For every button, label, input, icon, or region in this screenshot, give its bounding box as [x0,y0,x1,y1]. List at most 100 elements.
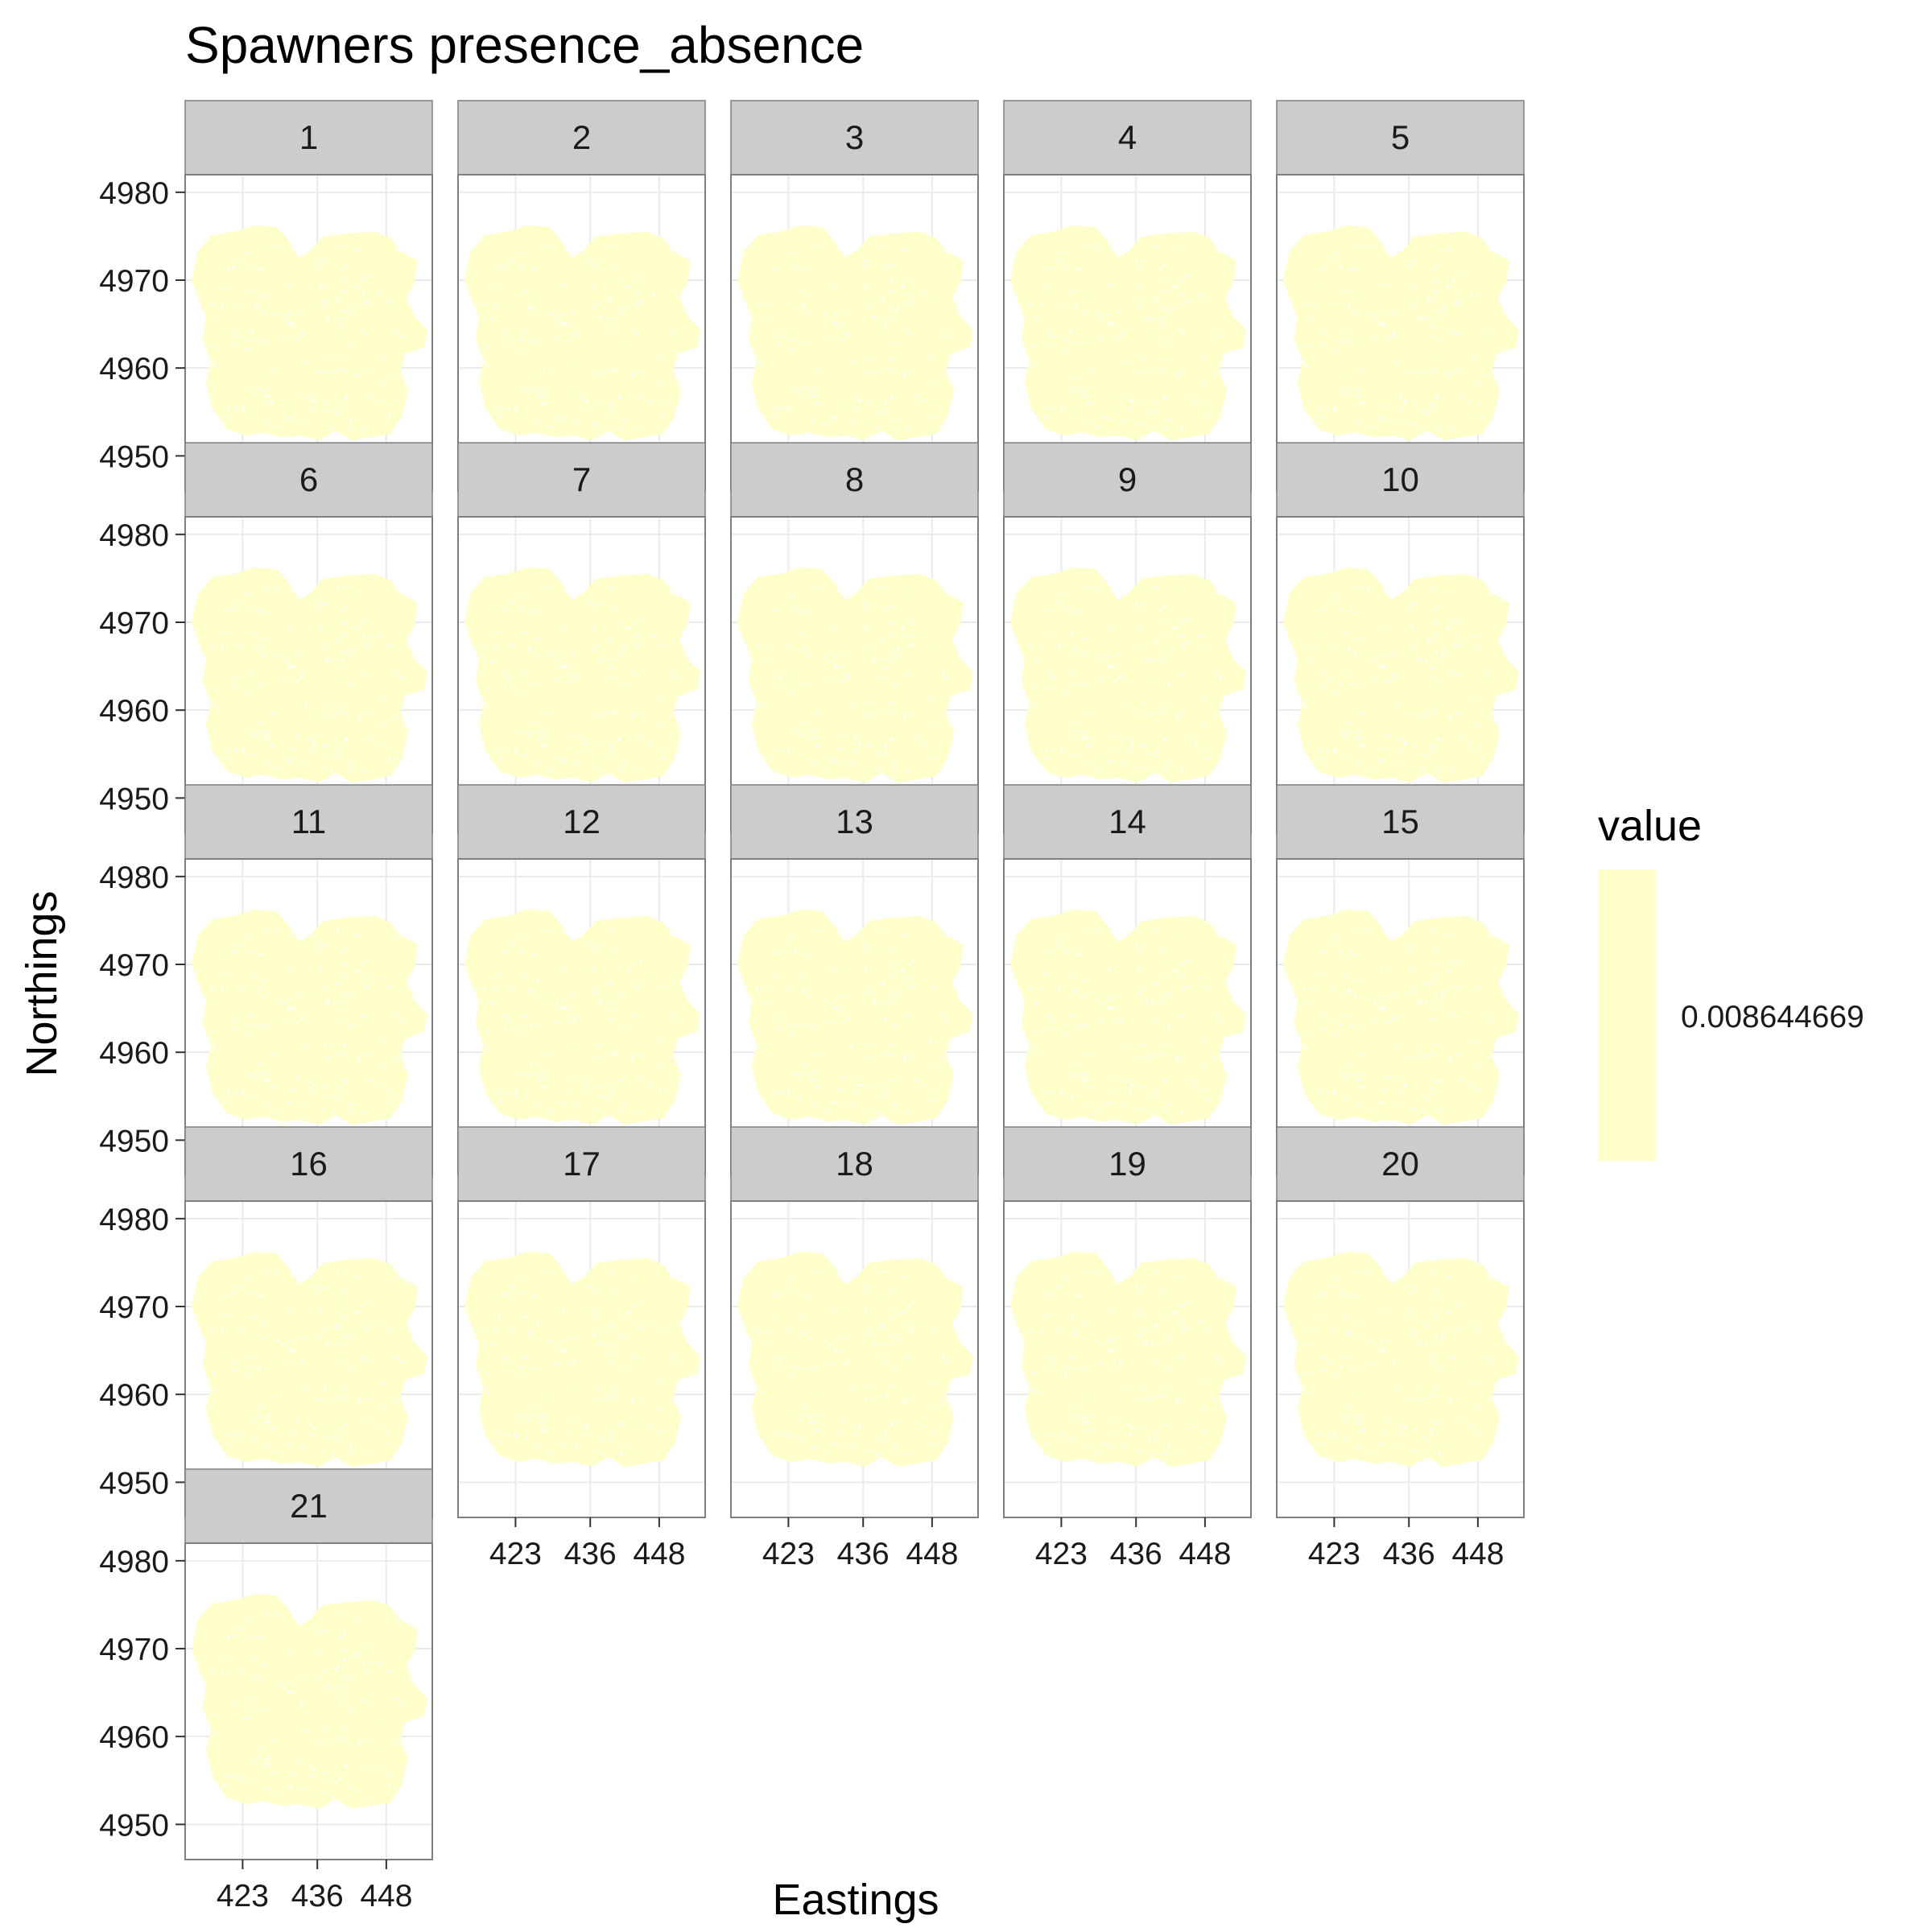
facet-panel: 1 4980 4970 4960 4950 [99,100,433,492]
y-tick-label: 4980 [99,861,169,895]
facet-strip [457,1126,706,1202]
panel-border [1003,1200,1252,1518]
facet-panel: 14 [1003,784,1252,1176]
facet-strip-label: 13 [836,803,873,840]
facet-strip [184,100,433,175]
facet-panel: 10 [1276,442,1525,834]
facet-strip [1276,100,1525,175]
facet-strip-label: 20 [1381,1145,1419,1183]
facet-strip [730,784,979,860]
x-tick-label: 423 [1308,1537,1360,1571]
x-tick-label: 448 [1179,1537,1231,1571]
facet-strip [184,442,433,518]
x-axis-title: Eastings [772,1876,939,1924]
x-tick-label: 423 [762,1537,815,1571]
facet-strip [1003,1126,1252,1202]
facet-strip-label: 4 [1118,118,1137,156]
facet-strip-label: 18 [836,1145,873,1183]
facet-panel: 16 4980 4970 4960 4950 [99,1126,433,1518]
y-tick-label: 4950 [99,1808,169,1843]
facet-strip-label: 6 [299,460,318,498]
spawner-raster [1282,909,1520,1125]
facet-strip-label: 8 [845,460,864,498]
x-tick-label: 436 [1383,1537,1435,1571]
y-tick-label: 4960 [99,1378,169,1413]
spawner-raster [737,225,974,441]
facet-strip-label: 10 [1381,460,1419,498]
spawner-raster [464,1251,701,1468]
facet-strip [1276,784,1525,860]
x-tick-label: 448 [633,1537,685,1571]
facet-strip-label: 1 [299,118,318,156]
y-tick-label: 4970 [99,948,169,983]
facet-panel: 2 [457,100,706,492]
spawner-raster [191,567,428,783]
x-tick-label: 423 [1035,1537,1088,1571]
facet-strip-label: 3 [845,118,864,156]
y-axis-title: Northings [18,890,66,1076]
facet-strip [457,100,706,175]
facet-panels: 1 4980 4970 4960 4950 2 3 4 5 6 4980 4970 4960 4950 7 8… [99,100,1525,1913]
legend-label: 0.008644669 [1681,1000,1864,1034]
facet-strip [730,1126,979,1202]
x-tick-label: 436 [837,1537,890,1571]
facet-strip-label: 9 [1118,460,1137,498]
spawner-raster [1009,567,1247,783]
panel-border [730,1200,979,1518]
y-tick-label: 4970 [99,264,169,299]
spawner-raster [464,225,701,441]
legend-title: value [1598,802,1702,850]
facet-panel: 21 4980 4970 4960 4950 423 436 448 [99,1468,433,1913]
spawner-raster [1282,1251,1520,1468]
x-tick-label: 448 [360,1879,412,1913]
facet-panel: 13 [730,784,979,1176]
spawner-raster [464,909,701,1125]
facet-strip [1276,442,1525,518]
facet-strip-label: 15 [1381,803,1419,840]
facet-panel: 20 423 436 448 [1276,1126,1525,1571]
spawner-raster [1282,225,1520,441]
spawner-raster [191,1251,428,1468]
facet-strip [730,100,979,175]
facet-strip-label: 12 [563,803,601,840]
spawner-raster [464,567,701,783]
facet-strip-label: 2 [572,118,591,156]
facet-strip [1003,442,1252,518]
y-tick-label: 4950 [99,440,169,474]
facet-strip-label: 21 [290,1487,328,1525]
x-tick-label: 436 [564,1537,617,1571]
facet-strip [184,784,433,860]
facet-panel: 11 4980 4970 4960 4950 [99,784,433,1176]
spawner-raster [1009,909,1247,1125]
facet-panel: 17 423 436 448 [457,1126,706,1571]
facet-strip [1003,784,1252,860]
facet-strip-label: 14 [1108,803,1146,840]
facet-strip-label: 7 [572,460,591,498]
spawner-raster [1009,225,1247,441]
legend: value 0.008644669 [1598,802,1864,1161]
legend-colorbar [1598,869,1656,1161]
facet-strip [457,784,706,860]
facet-strip [457,442,706,518]
y-tick-label: 4960 [99,1720,169,1755]
y-tick-label: 4960 [99,1036,169,1071]
facet-panel: 6 4980 4970 4960 4950 [99,442,433,834]
facet-panel: 8 [730,442,979,834]
facet-strip-label: 17 [563,1145,601,1183]
y-tick-label: 4960 [99,352,169,386]
facet-panel: 12 [457,784,706,1176]
facet-strip-label: 5 [1391,118,1410,156]
y-tick-label: 4980 [99,176,169,211]
facet-strip-label: 11 [291,803,327,840]
facet-strip [184,1468,433,1544]
facet-panel: 5 [1276,100,1525,492]
facet-strip [730,442,979,518]
chart-title: Spawners presence_absence [185,16,864,74]
y-tick-label: 4950 [99,1466,169,1501]
facet-strip [1276,1126,1525,1202]
x-tick-label: 448 [1451,1537,1504,1571]
spawner-raster [191,909,428,1125]
spawner-raster [737,1251,974,1468]
spawner-raster [191,225,428,441]
